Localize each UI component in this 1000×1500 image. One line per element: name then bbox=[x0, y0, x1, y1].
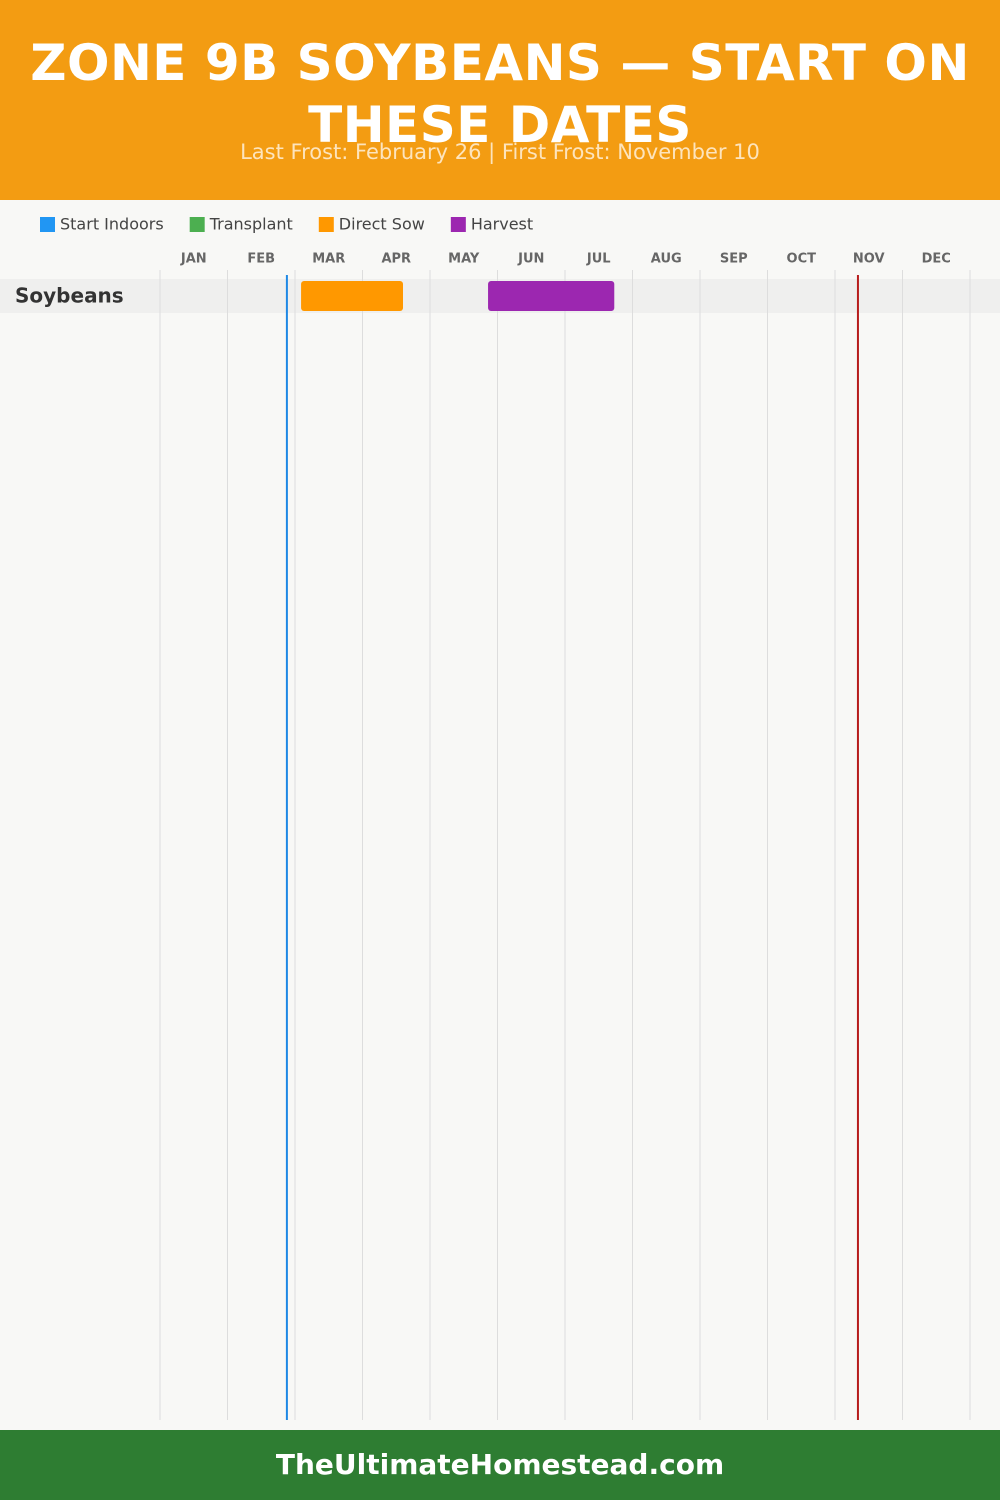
x-tick-label: APR bbox=[381, 252, 411, 267]
x-tick-label: JUN bbox=[517, 252, 544, 267]
bar bbox=[488, 281, 615, 311]
legend-label: Harvest bbox=[471, 215, 533, 234]
legend-swatch bbox=[189, 217, 205, 232]
legend-label: Transplant bbox=[209, 215, 293, 234]
footer: TheUltimateHomestead.com bbox=[0, 1430, 1000, 1500]
x-tick-label: NOV bbox=[853, 252, 885, 267]
header: ZONE 9B SOYBEANS — START ON THESE DATES … bbox=[0, 0, 1000, 200]
legend-swatch bbox=[450, 217, 466, 232]
x-tick-label: DEC bbox=[922, 252, 951, 267]
chart-subtitle: Last Frost: February 26 | First Frost: N… bbox=[240, 140, 760, 164]
x-tick-label: JAN bbox=[180, 252, 207, 267]
x-tick-label: SEP bbox=[720, 252, 748, 267]
legend-label: Start Indoors bbox=[60, 215, 164, 234]
bar bbox=[301, 281, 403, 311]
x-tick-label: MAR bbox=[312, 252, 345, 267]
legend-swatch bbox=[40, 217, 55, 232]
chart-title: ZONE 9B SOYBEANS — START ON THESE DATES bbox=[30, 34, 970, 154]
x-tick-label: MAY bbox=[448, 252, 480, 267]
x-tick-label: JUL bbox=[586, 252, 611, 267]
x-tick-label: OCT bbox=[787, 252, 817, 267]
row-label: Soybeans bbox=[15, 284, 124, 308]
legend-swatch bbox=[318, 217, 334, 232]
x-tick-label: FEB bbox=[247, 252, 275, 267]
chart: Soybeans JAN FEB MAR APR MAY JUN JUL AUG SEP OCT NO… bbox=[0, 215, 1000, 1420]
x-tick-label: AUG bbox=[651, 252, 682, 267]
legend-label: Direct Sow bbox=[339, 215, 425, 234]
